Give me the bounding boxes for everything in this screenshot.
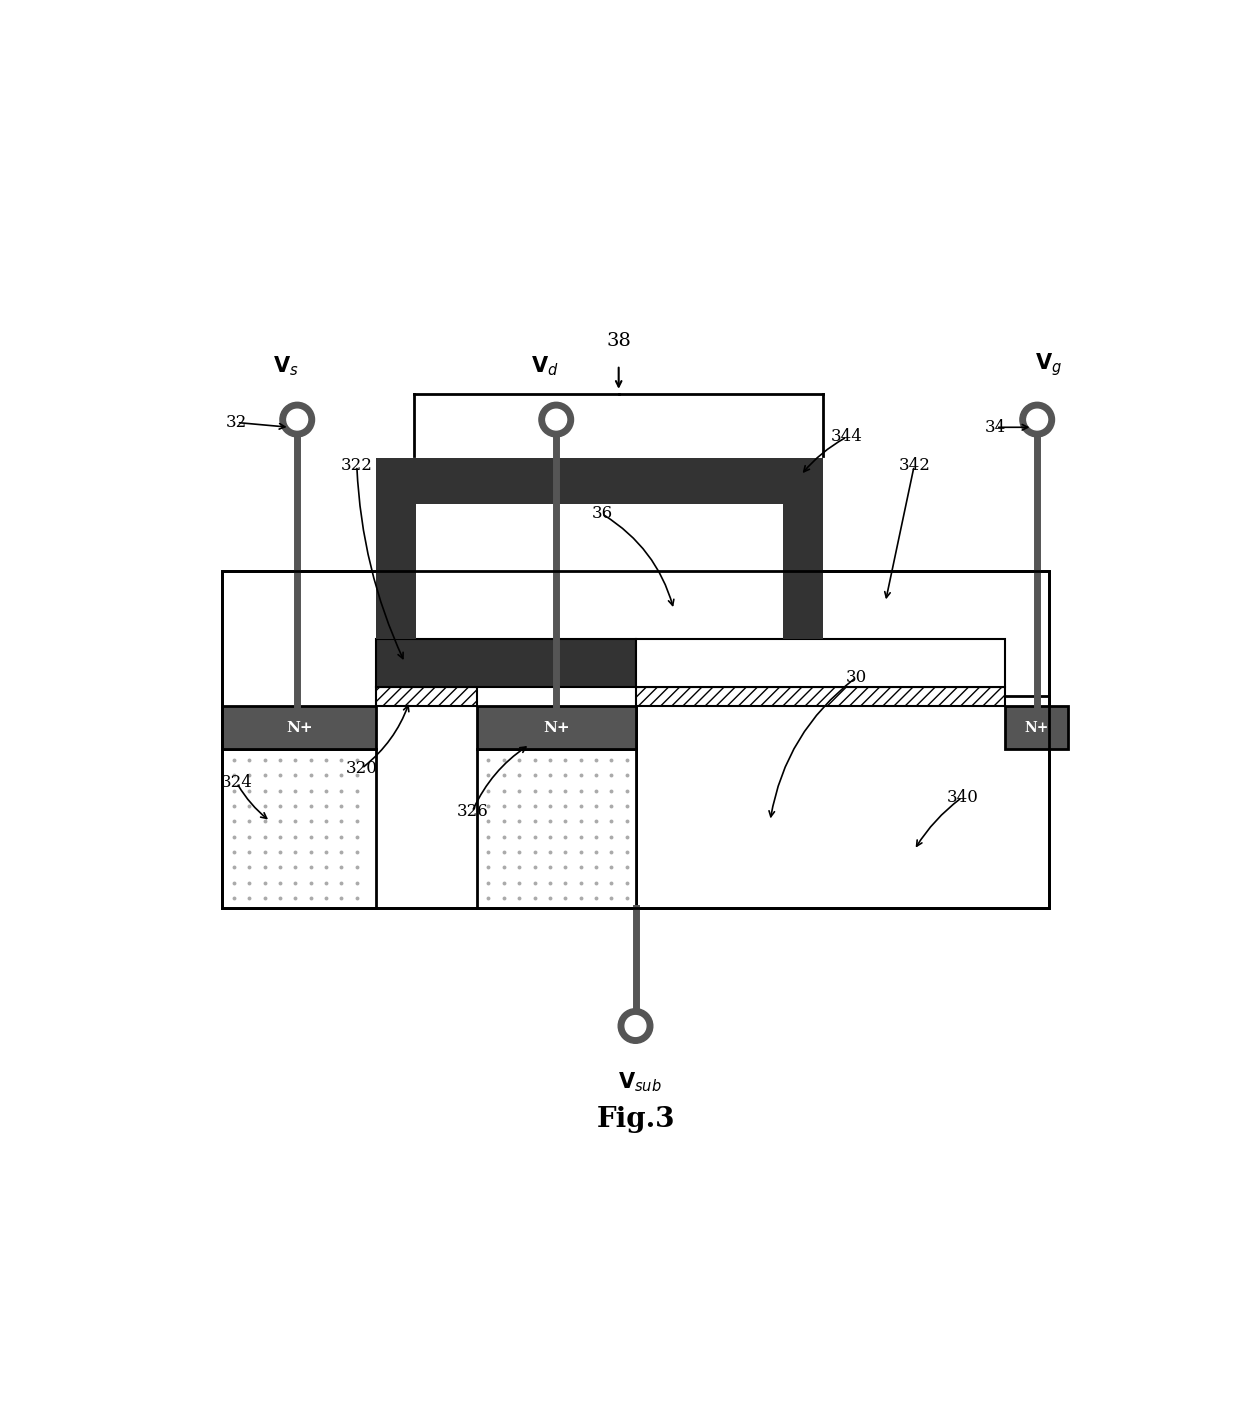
- Text: 342: 342: [898, 458, 930, 475]
- Bar: [376, 639, 635, 687]
- Circle shape: [1021, 402, 1054, 436]
- Bar: [417, 504, 782, 633]
- Text: 30: 30: [846, 669, 867, 686]
- Circle shape: [280, 402, 315, 436]
- Bar: [222, 706, 376, 750]
- Bar: [1006, 706, 1068, 750]
- Text: 344: 344: [831, 428, 863, 445]
- Bar: [222, 750, 376, 908]
- Bar: [635, 687, 1006, 706]
- Bar: [477, 750, 635, 908]
- Text: 322: 322: [341, 458, 373, 475]
- Text: 320: 320: [346, 760, 377, 777]
- Text: $\mathbf{V}_d$: $\mathbf{V}_d$: [531, 354, 558, 378]
- Bar: [222, 571, 1049, 908]
- Text: $\mathbf{V}_g$: $\mathbf{V}_g$: [1035, 351, 1063, 378]
- Text: $\mathbf{V}_s$: $\mathbf{V}_s$: [273, 354, 299, 378]
- Text: 36: 36: [591, 506, 613, 523]
- Text: 340: 340: [946, 789, 978, 806]
- Text: 34: 34: [986, 419, 1007, 436]
- Text: N+: N+: [1024, 721, 1049, 734]
- Text: N+: N+: [286, 721, 312, 734]
- Text: 326: 326: [456, 803, 489, 820]
- Circle shape: [539, 402, 574, 436]
- Bar: [635, 639, 1006, 687]
- Circle shape: [546, 410, 567, 429]
- Circle shape: [1027, 410, 1048, 429]
- Circle shape: [619, 1009, 652, 1043]
- Text: 324: 324: [221, 774, 253, 791]
- Bar: [782, 504, 823, 639]
- Bar: [477, 706, 635, 750]
- Bar: [635, 696, 1049, 908]
- Text: N+: N+: [543, 721, 569, 734]
- Bar: [376, 458, 823, 504]
- Bar: [376, 687, 477, 706]
- Bar: [222, 571, 1049, 908]
- Bar: [376, 504, 417, 639]
- Text: $\mathbf{V}_{sub}$: $\mathbf{V}_{sub}$: [619, 1070, 662, 1094]
- Text: Fig.3: Fig.3: [596, 1105, 675, 1132]
- Circle shape: [286, 410, 308, 429]
- Text: 38: 38: [606, 333, 631, 350]
- Text: 32: 32: [226, 414, 247, 431]
- Circle shape: [625, 1016, 646, 1036]
